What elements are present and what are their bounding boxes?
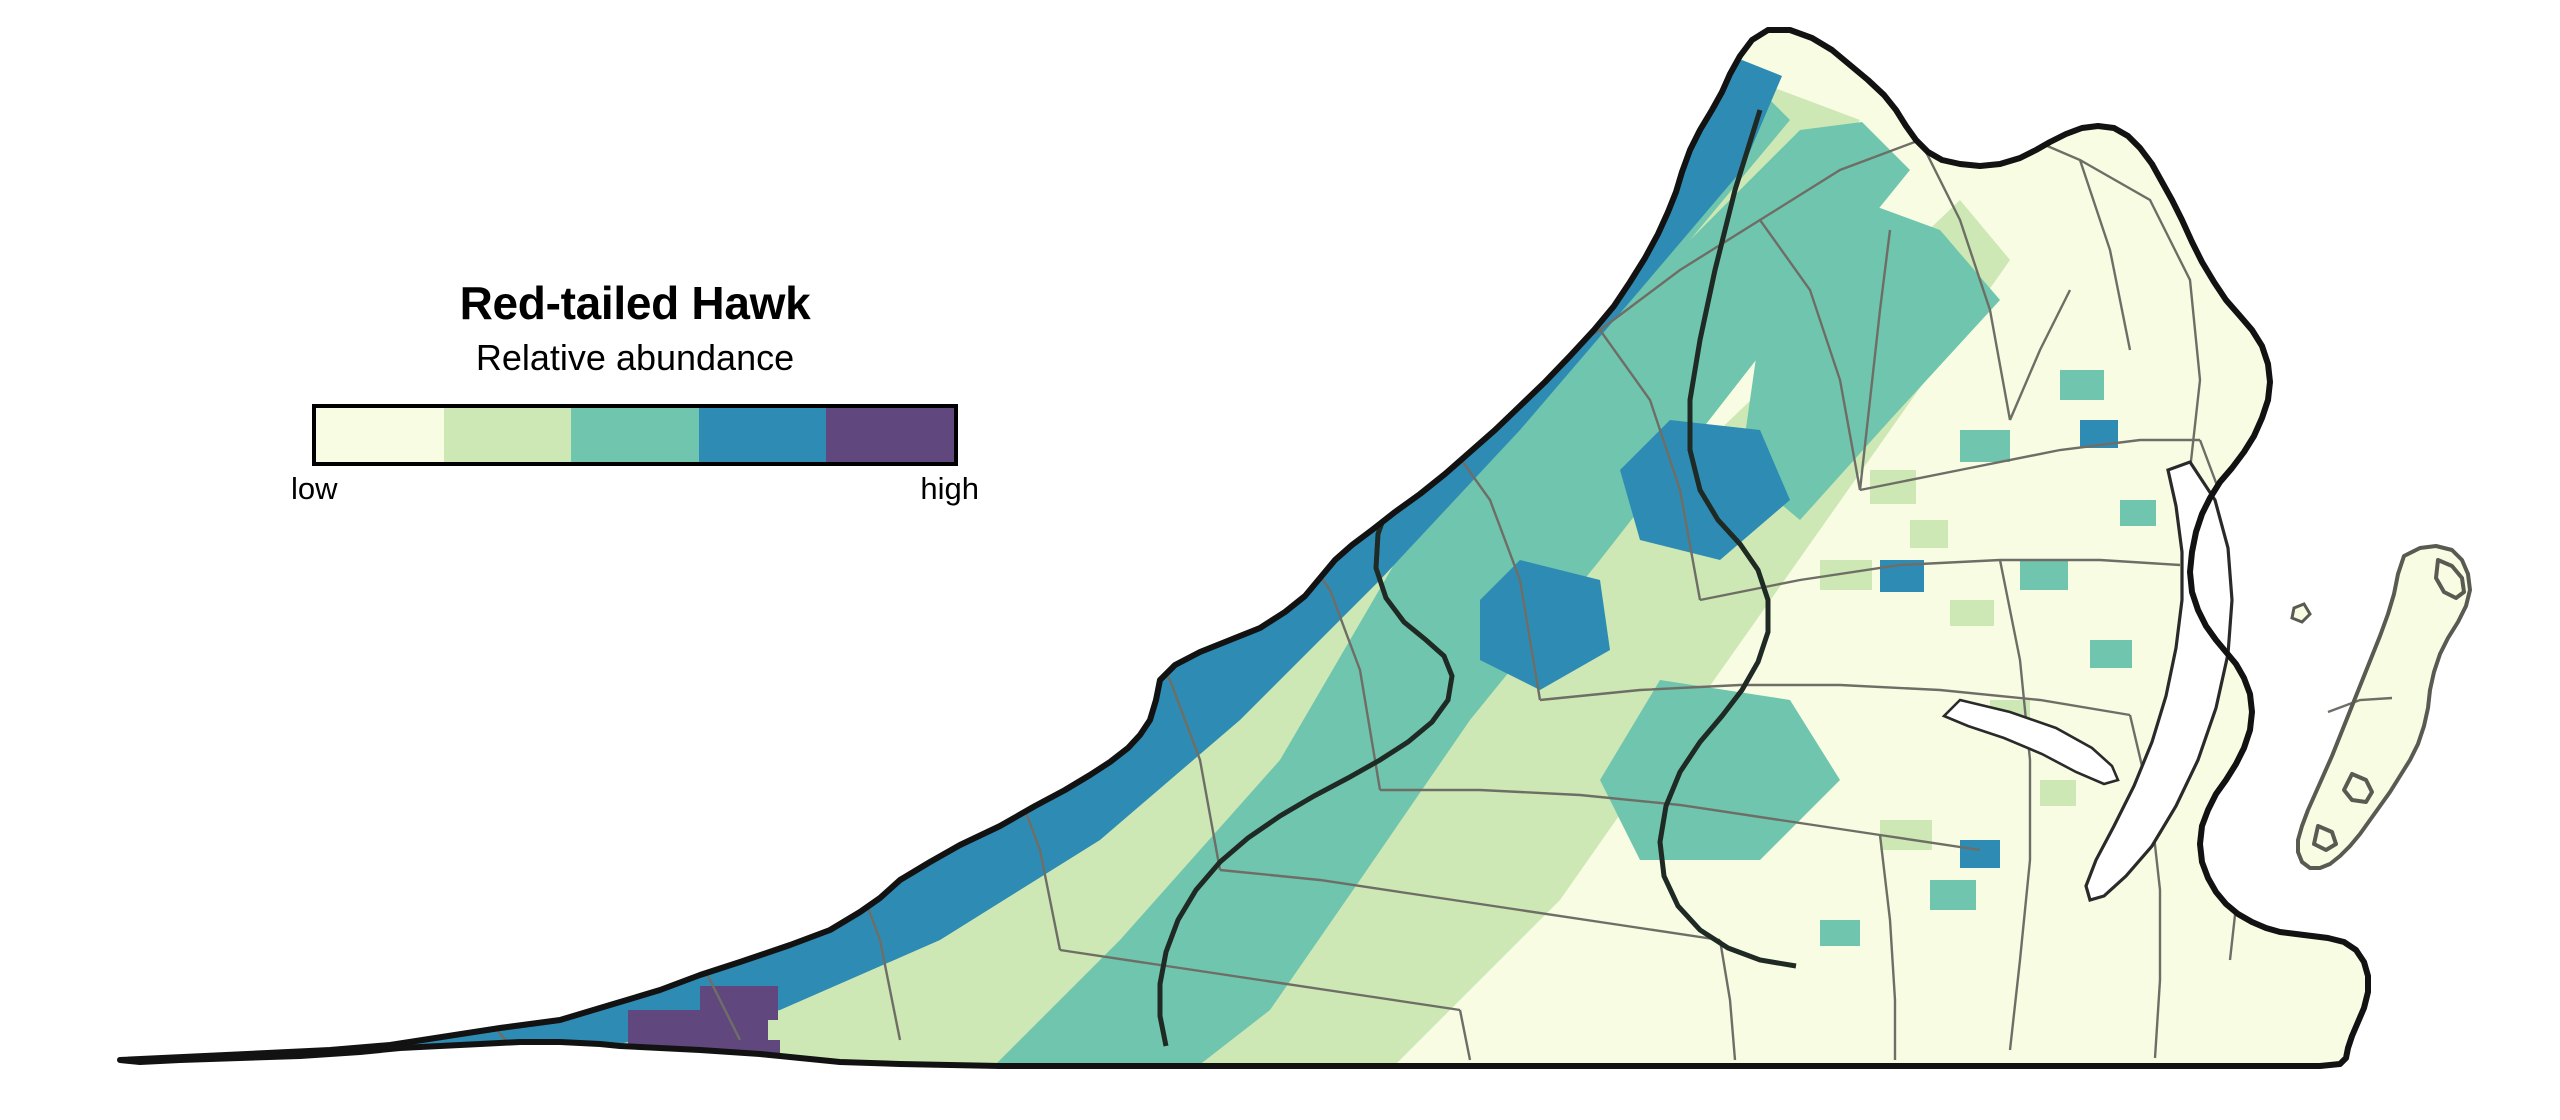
james-river	[1941, 698, 2120, 786]
legend-low-label: low	[291, 471, 338, 506]
state-outline	[117, 27, 2371, 1069]
physiographic-boundaries	[1157, 109, 1797, 1047]
eastern-shore-county-boundaries	[2327, 696, 2393, 714]
chesapeake-bay	[2084, 460, 2234, 902]
legend-swatch-very-low	[316, 408, 444, 462]
legend-swatch-low	[443, 408, 572, 462]
legend-swatch-moderate	[571, 408, 699, 462]
legend-color-bar	[312, 404, 958, 466]
legend-title: Red-tailed Hawk	[459, 277, 811, 329]
legend-scale-labels: low high	[291, 471, 979, 506]
eastern-shore-fill	[2298, 546, 2470, 868]
eastern-shore-outline	[2296, 544, 2472, 870]
legend-subtitle: Relative abundance	[475, 337, 795, 378]
legend-high-label: high	[920, 471, 979, 506]
eastern-shore-islet	[2290, 602, 2312, 624]
map-legend: Red-tailed Hawk Relative abundance low h…	[290, 280, 980, 506]
legend-swatch-high	[698, 408, 827, 462]
legend-swatch-very-high	[826, 408, 954, 462]
water-bodies	[1941, 460, 2234, 902]
